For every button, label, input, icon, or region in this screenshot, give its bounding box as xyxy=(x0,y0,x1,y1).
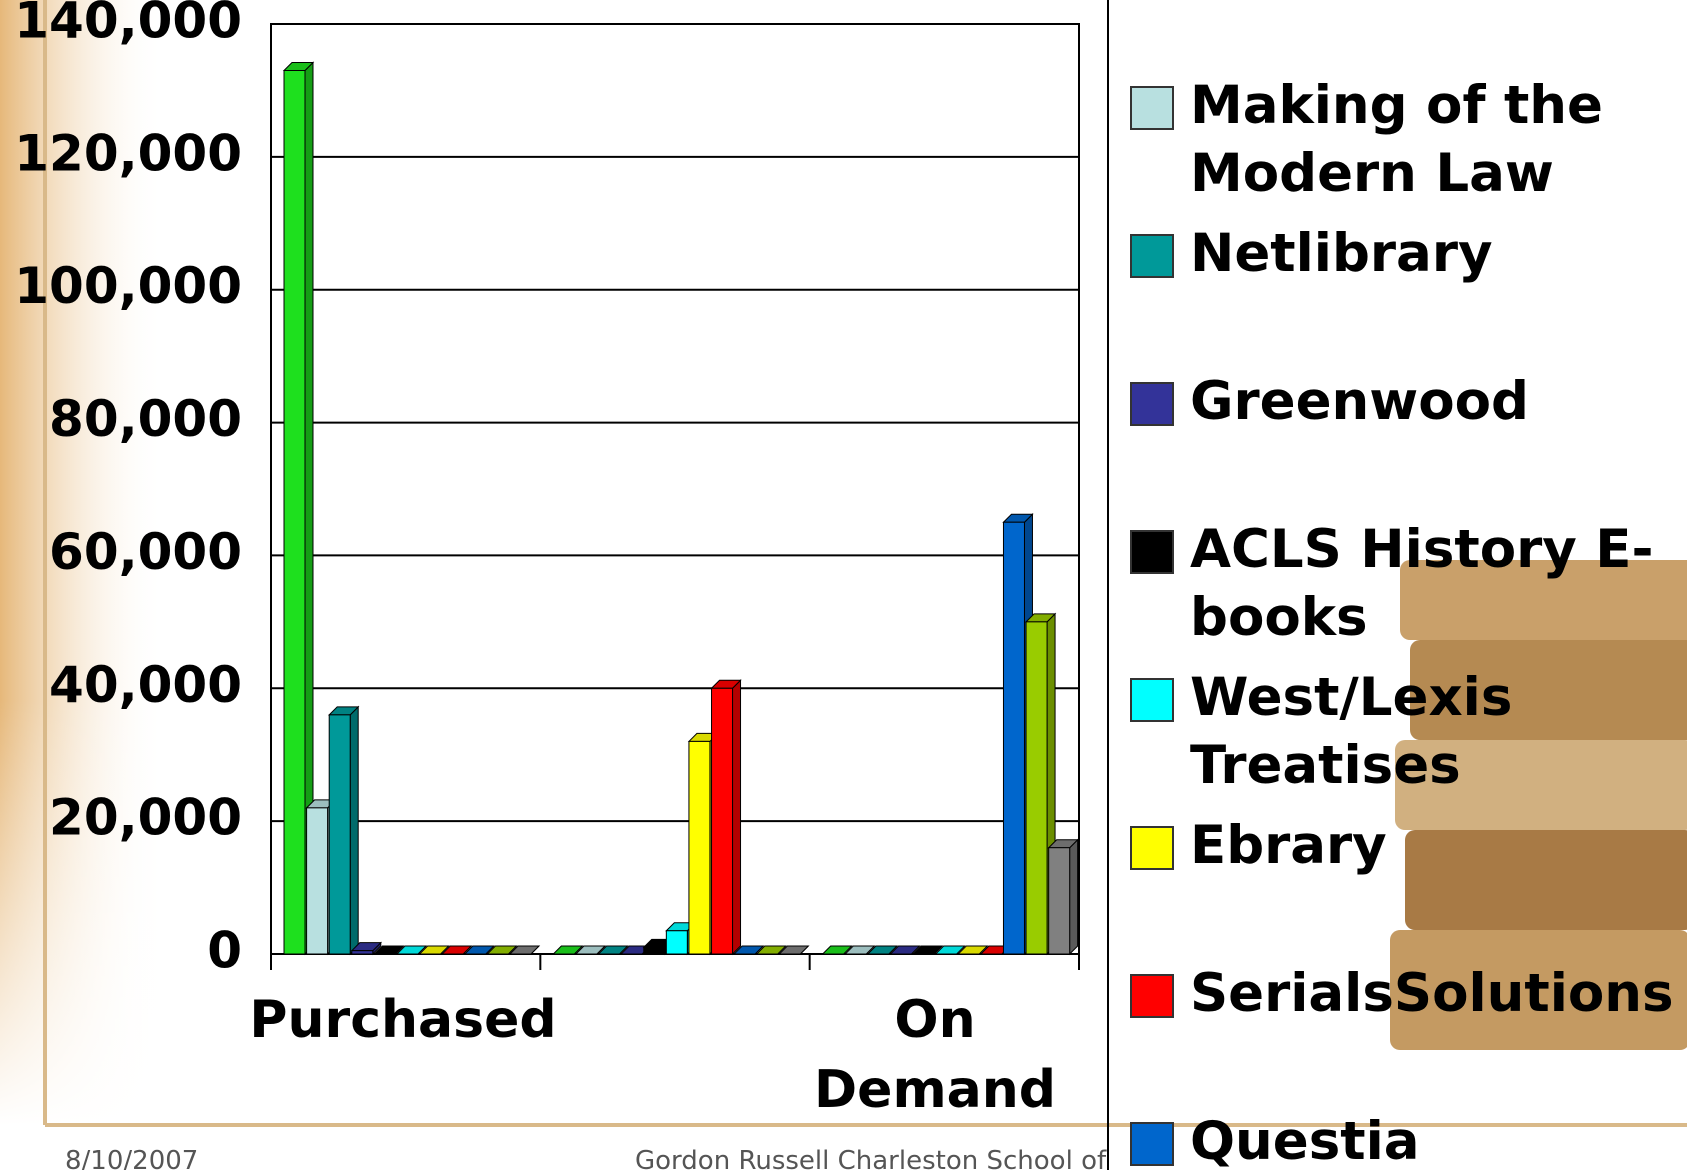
bar-top xyxy=(821,945,853,955)
y-tick-label: 140,000 xyxy=(14,0,242,50)
x-tick-label: On Demand xyxy=(814,990,1056,1120)
legend-label: Questia xyxy=(1190,1111,1420,1170)
legend-label: West/Lexis Treatises xyxy=(1190,667,1513,796)
legend-swatch xyxy=(1130,234,1174,278)
legend-swatch xyxy=(1130,86,1174,130)
legend-entry: SerialsSolutions xyxy=(1130,960,1687,1028)
bar-top xyxy=(957,945,989,955)
bar-top xyxy=(463,945,496,955)
y-tick-label: 20,000 xyxy=(49,789,242,847)
legend-label: Netlibrary xyxy=(1190,223,1493,284)
bar-side xyxy=(349,705,359,956)
bar xyxy=(306,807,329,955)
y-tick-label: 60,000 xyxy=(49,523,242,581)
legend-entry: Making of the Modern Law xyxy=(1130,72,1687,208)
bar-top xyxy=(732,945,765,955)
bar-top xyxy=(552,945,584,955)
bar-top xyxy=(440,945,473,955)
legend-entry: West/Lexis Treatises xyxy=(1130,664,1687,800)
bar xyxy=(351,950,374,955)
bar xyxy=(1002,521,1025,955)
bar xyxy=(665,930,688,955)
bar-top xyxy=(597,945,629,955)
bar-top xyxy=(508,945,541,955)
bar xyxy=(688,740,711,955)
bar-side xyxy=(732,679,742,956)
legend-swatch xyxy=(1130,974,1174,1018)
legend-swatch xyxy=(1130,382,1174,426)
y-tick-label: 80,000 xyxy=(49,390,242,448)
legend-entry: Questia xyxy=(1130,1108,1687,1170)
bar-top xyxy=(418,945,450,955)
legend-label: Greenwood xyxy=(1190,371,1529,432)
bar-top xyxy=(889,945,921,955)
legend-entry: Greenwood xyxy=(1130,368,1687,436)
bar xyxy=(1025,621,1048,955)
footer-author: Gordon Russell Charleston School of xyxy=(635,1146,1107,1170)
legend-label: ACLS History E-books xyxy=(1190,519,1654,648)
y-tick-label: 40,000 xyxy=(49,656,242,714)
bar-top xyxy=(911,945,944,955)
legend-label: Making of the Modern Law xyxy=(1190,75,1603,204)
bar-top xyxy=(574,945,607,955)
legend-label: SerialsSolutions xyxy=(1190,963,1674,1024)
bar xyxy=(711,687,734,955)
legend-entry: Netlibrary xyxy=(1130,220,1687,288)
legend-label: Ebrary xyxy=(1190,815,1387,876)
bar-side xyxy=(1069,838,1079,956)
bar-top xyxy=(934,945,966,955)
legend-swatch xyxy=(1130,678,1174,722)
x-tick-label: Purchased xyxy=(249,990,557,1050)
legend-swatch xyxy=(1130,1122,1174,1166)
bar-top xyxy=(373,945,405,955)
y-tick-label: 100,000 xyxy=(14,257,242,315)
legend-entry: ACLS History E-books xyxy=(1130,516,1687,652)
bar-top xyxy=(486,945,518,955)
bar-top xyxy=(755,945,787,955)
bar xyxy=(643,946,666,955)
stripe-fade xyxy=(0,700,165,1125)
legend-swatch xyxy=(1130,826,1174,870)
bar-top xyxy=(866,945,899,955)
bar-top xyxy=(844,945,876,955)
plot-frame xyxy=(270,23,1080,955)
books xyxy=(1390,560,1687,1050)
y-tick-label: 120,000 xyxy=(14,124,242,182)
bar xyxy=(283,70,306,955)
bar xyxy=(1048,847,1071,955)
bar xyxy=(328,714,351,955)
footer-date: 8/10/2007 xyxy=(65,1146,199,1170)
bar-top xyxy=(395,945,428,955)
legend-swatch xyxy=(1130,530,1174,574)
legend-entry: Ebrary xyxy=(1130,812,1687,880)
bar-top xyxy=(778,945,810,955)
y-tick-label: 0 xyxy=(207,922,242,980)
